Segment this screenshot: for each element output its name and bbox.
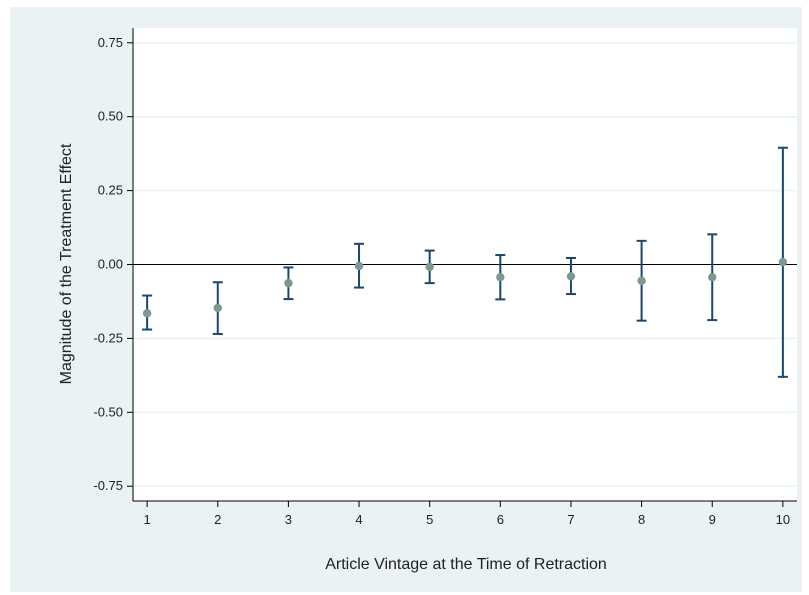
data-marks (142, 146, 788, 378)
x-tick-label: 2 (214, 512, 221, 527)
y-tick-label: 0.00 (98, 257, 123, 272)
data-point (142, 309, 152, 318)
data-point (213, 303, 222, 313)
x-tick-label: 8 (638, 512, 645, 527)
data-point (566, 272, 576, 281)
x-axis-ticks: 1 2 3 4 5 6 7 8 9 10 (144, 501, 790, 527)
y-tick-label: -0.25 (93, 330, 123, 345)
y-tick-label: -0.50 (93, 404, 123, 419)
x-tick-label: 9 (709, 512, 716, 527)
x-axis-label: Article Vintage at the Time of Retractio… (325, 556, 607, 573)
x-tick-label: 1 (144, 512, 151, 527)
x-tick-label: 4 (355, 512, 362, 527)
data-point (284, 278, 293, 288)
y-tick-label: 0.75 (98, 35, 123, 50)
data-point (708, 273, 717, 282)
y-tick-label: -0.75 (93, 478, 123, 493)
y-axis-ticks: 0.75 0.50 0.25 0.00 -0.25 -0.50 -0.75 (93, 35, 133, 493)
x-tick-label: 5 (426, 512, 433, 527)
data-point (354, 261, 364, 271)
grid-lines (134, 42, 797, 487)
x-tick-label: 3 (285, 512, 292, 527)
data-point (637, 276, 646, 285)
data-point (425, 262, 434, 272)
y-tick-label: 0.25 (98, 183, 123, 198)
y-axis-label: Magnitude of the Treatment Effect (58, 143, 75, 384)
data-point (496, 273, 505, 282)
x-tick-label: 10 (776, 512, 790, 527)
y-tick-label: 0.50 (98, 109, 123, 124)
data-point (778, 257, 788, 267)
x-tick-label: 6 (497, 512, 504, 527)
x-tick-label: 7 (567, 512, 574, 527)
